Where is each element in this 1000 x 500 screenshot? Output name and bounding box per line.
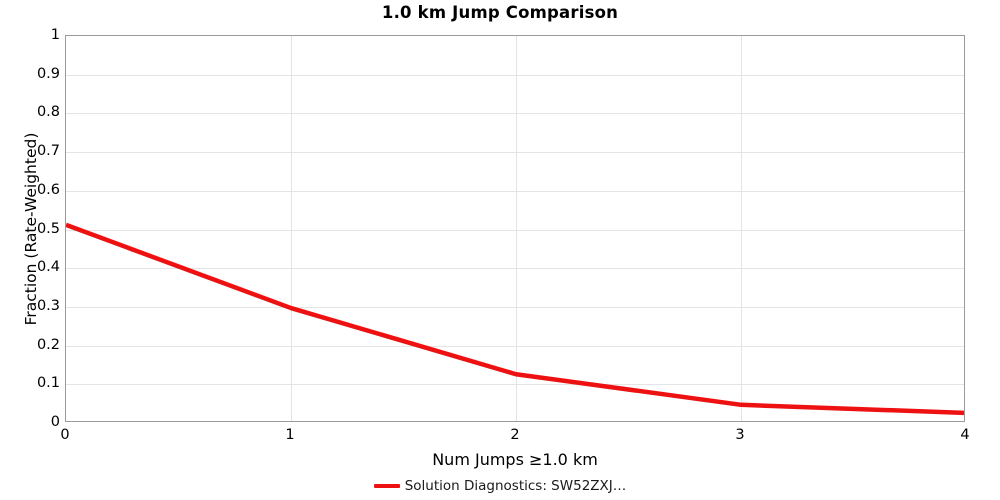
gridline-vertical (291, 36, 292, 421)
y-tick-label: 0.6 (36, 181, 60, 198)
x-tick-label: 0 (60, 427, 70, 443)
y-tick-label: 0.1 (36, 375, 60, 392)
chart-title: 1.0 km Jump Comparison (381, 3, 619, 22)
data-line-solution-diagnostics (66, 222, 964, 416)
y-tick-label: 0.2 (36, 336, 60, 353)
y-tick-label: 0.4 (36, 258, 60, 275)
y-tick-label: 0.3 (36, 297, 60, 314)
series-layer (66, 222, 964, 416)
gridline-horizontal (66, 306, 964, 308)
x-tick-label: 2 (510, 427, 520, 443)
y-tick-label: 0.5 (36, 220, 60, 237)
y-tick-label: 0 (50, 413, 60, 430)
gridline-horizontal (66, 152, 964, 154)
x-tick-label: 3 (735, 427, 745, 443)
gridline-vertical (741, 36, 742, 421)
x-tick-label: 1 (285, 427, 295, 443)
y-axis-tick-labels: 0 0.1 0.2 0.3 0.4 0.5 0.6 0.7 0.8 0.9 1 (0, 28, 60, 429)
gridline-horizontal (66, 74, 964, 76)
x-axis-tick-labels: 0 1 2 3 4 (60, 427, 969, 447)
x-tick-label: 4 (960, 427, 970, 443)
y-tick-label: 1 (50, 26, 60, 43)
legend-line-marker-icon (373, 484, 400, 488)
gridline-horizontal (66, 345, 964, 347)
plot-area (65, 35, 965, 422)
legend-entry[interactable]: Solution Diagnostics: SW52ZXJ… (373, 478, 627, 494)
gridline-horizontal (66, 384, 964, 386)
y-tick-label: 0.7 (36, 142, 60, 159)
gridline-horizontal (66, 268, 964, 270)
y-tick-label: 0.9 (36, 65, 60, 82)
gridline-horizontal (66, 190, 964, 192)
gridline-vertical (516, 36, 517, 421)
gridline-horizontal (66, 113, 964, 115)
legend-label: Solution Diagnostics: SW52ZXJ… (404, 478, 627, 494)
chart-legend: Solution Diagnostics: SW52ZXJ… (0, 478, 1000, 494)
x-axis-label: Num Jumps ≥1.0 km (432, 450, 598, 469)
gridline-horizontal (66, 229, 964, 231)
y-tick-label: 0.8 (36, 104, 60, 121)
